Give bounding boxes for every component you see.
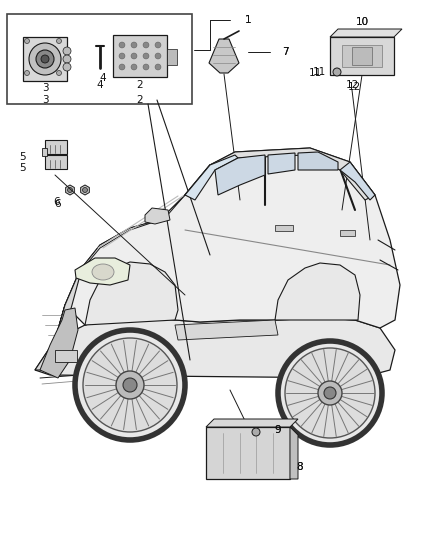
Bar xyxy=(42,148,47,156)
Bar xyxy=(340,230,355,236)
Text: 11: 11 xyxy=(312,67,325,77)
Polygon shape xyxy=(145,208,170,224)
Text: 2: 2 xyxy=(137,80,143,90)
Text: 9: 9 xyxy=(275,425,281,435)
Circle shape xyxy=(324,387,336,399)
Circle shape xyxy=(131,42,137,48)
Circle shape xyxy=(119,53,125,59)
Polygon shape xyxy=(65,195,185,308)
Bar xyxy=(342,45,382,67)
Text: 11: 11 xyxy=(308,68,321,78)
Circle shape xyxy=(75,330,185,440)
Circle shape xyxy=(82,188,88,192)
Text: 1: 1 xyxy=(245,15,251,25)
Text: 3: 3 xyxy=(42,95,48,105)
Text: 12: 12 xyxy=(347,82,360,92)
Text: 6: 6 xyxy=(54,197,60,207)
Circle shape xyxy=(123,378,137,392)
Circle shape xyxy=(119,64,125,70)
Polygon shape xyxy=(298,152,338,170)
Circle shape xyxy=(155,42,161,48)
Polygon shape xyxy=(40,308,78,378)
Circle shape xyxy=(278,341,382,445)
Circle shape xyxy=(63,47,71,55)
Circle shape xyxy=(41,55,49,63)
Bar xyxy=(330,37,394,75)
Text: 6: 6 xyxy=(55,199,61,209)
Text: 10: 10 xyxy=(356,17,368,27)
Polygon shape xyxy=(35,268,82,370)
Bar xyxy=(167,49,177,65)
Circle shape xyxy=(285,348,375,438)
Text: 3: 3 xyxy=(42,83,48,93)
Bar xyxy=(45,155,67,169)
Polygon shape xyxy=(206,419,298,427)
Circle shape xyxy=(155,53,161,59)
Text: 5: 5 xyxy=(19,163,25,173)
Circle shape xyxy=(143,53,149,59)
Text: 4: 4 xyxy=(100,73,106,83)
Circle shape xyxy=(83,338,177,432)
Circle shape xyxy=(67,188,73,192)
Text: 2: 2 xyxy=(137,95,143,105)
Polygon shape xyxy=(81,185,89,195)
Circle shape xyxy=(25,38,29,44)
Text: 4: 4 xyxy=(97,80,103,90)
Polygon shape xyxy=(209,39,239,73)
Polygon shape xyxy=(340,162,375,200)
Circle shape xyxy=(25,70,29,76)
Circle shape xyxy=(29,43,61,75)
Polygon shape xyxy=(185,155,238,200)
Bar xyxy=(23,37,67,81)
Text: 10: 10 xyxy=(356,17,368,27)
Circle shape xyxy=(318,381,342,405)
Circle shape xyxy=(57,70,61,76)
Bar xyxy=(55,350,77,362)
Polygon shape xyxy=(268,153,295,174)
Text: 8: 8 xyxy=(297,462,303,472)
Ellipse shape xyxy=(92,264,114,280)
Circle shape xyxy=(155,64,161,70)
Bar xyxy=(206,427,290,479)
Circle shape xyxy=(57,38,61,44)
Text: 9: 9 xyxy=(275,425,281,435)
Circle shape xyxy=(131,64,137,70)
Bar xyxy=(275,225,293,231)
Circle shape xyxy=(119,42,125,48)
Circle shape xyxy=(63,55,71,63)
Polygon shape xyxy=(66,185,74,195)
Text: 8: 8 xyxy=(297,462,303,472)
Polygon shape xyxy=(330,29,402,37)
Circle shape xyxy=(116,371,144,399)
Circle shape xyxy=(143,42,149,48)
Polygon shape xyxy=(35,318,395,378)
Polygon shape xyxy=(85,262,178,325)
Text: 7: 7 xyxy=(282,47,288,57)
Polygon shape xyxy=(40,148,400,370)
Polygon shape xyxy=(215,155,265,195)
Polygon shape xyxy=(275,263,360,320)
Bar xyxy=(352,47,372,65)
Text: 5: 5 xyxy=(19,152,25,162)
Circle shape xyxy=(333,68,341,76)
Polygon shape xyxy=(175,320,278,340)
Circle shape xyxy=(63,63,71,71)
Bar xyxy=(45,140,67,154)
Circle shape xyxy=(143,64,149,70)
Circle shape xyxy=(252,428,260,436)
Text: 1: 1 xyxy=(245,15,251,25)
Bar xyxy=(113,35,167,77)
Text: 7: 7 xyxy=(282,47,288,57)
Polygon shape xyxy=(75,258,130,285)
Polygon shape xyxy=(290,427,298,479)
Bar xyxy=(7,14,192,104)
Polygon shape xyxy=(210,148,375,200)
Circle shape xyxy=(131,53,137,59)
Text: 12: 12 xyxy=(346,80,359,90)
Circle shape xyxy=(36,50,54,68)
